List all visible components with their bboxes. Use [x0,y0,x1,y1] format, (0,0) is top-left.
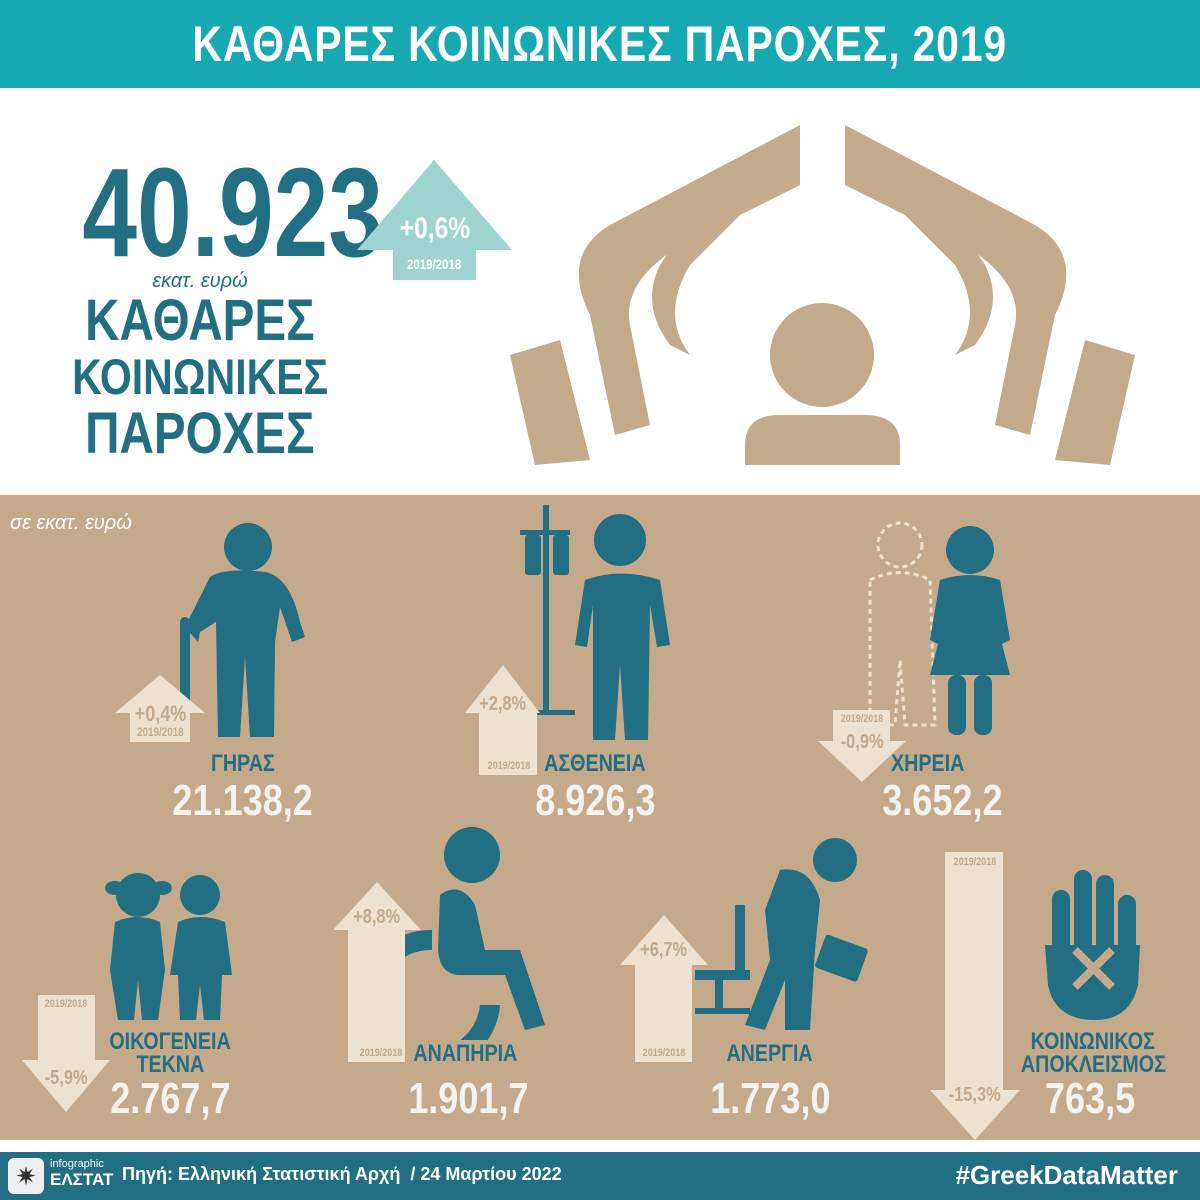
stop-hand-exclusion-icon [1045,870,1140,1020]
value-astheneia: 8.926,3 [534,776,656,825]
total-unit: εκατ. ευρώ [152,270,248,292]
value-gira: 21.138,2 [172,776,314,825]
label-astheneia: ΑΣΘΕΝΕΙΑ [544,750,646,777]
header-banner: ΚΑΘΑΡΕΣ ΚΟΙΝΩΝΙΚΕΣ ΠΑΡΟΧΕΣ, 2019 [0,0,1200,88]
unemployed-person-icon [695,838,868,1030]
value-anergia: 1.773,0 [709,1074,831,1123]
arrow-down-chireia: 2019/2018 -0,9% [818,710,906,782]
change-oikogeneia: -5,9% [44,1067,88,1089]
arrow-up-anapiria: +8,8% 2019/2018 [333,882,421,1062]
protective-hands-icon [510,125,1135,465]
arrow-up-astheneia: +2,8% 2019/2018 [465,665,540,775]
widow-icon [868,521,1010,735]
label-oikogeneia: ΟΙΚΟΓΕΝΕΙΑ [109,1028,231,1055]
label-anergia: ΑΝΕΡΓΙΑ [726,1040,814,1067]
hashtag: #GreekDataMatter [955,1160,1178,1190]
footer: ✷ infographic ΕΛΣΤΑΤ Πηγή: Ελληνική Στατ… [0,1152,1200,1200]
elstat-logo-icon: ✷ [8,1158,44,1194]
total-change: +0,6% [399,212,470,245]
arrow-up-anergia: +6,7% 2019/2018 [620,915,708,1062]
change-chireia: -0,9% [840,731,884,753]
summary-label-1: ΚΑΘΑΡΕΣ [85,288,315,353]
source-text: Πηγή: Ελληνική Στατιστική Αρχή / 24 Μαρτ… [122,1164,562,1184]
total-change-arrow: +0,6% 2019/2018 [357,160,512,280]
change-anergia: +6,7% [640,939,688,961]
label-koinonikos: ΚΟΙΝΩΝΙΚΟΣ [1030,1028,1156,1055]
change-apokleismos: -15,3% [949,1084,1001,1106]
label-chireia: ΧΗΡΕΙΑ [891,750,965,777]
period-astheneia: 2019/2018 [487,760,530,772]
value-chireia: 3.652,2 [881,776,1003,825]
period-apokleismos: 2019/2018 [953,856,997,868]
value-anapiria: 1.901,7 [407,1074,529,1123]
total-value: 40.923 [82,142,383,283]
summary-block: 40.923 εκατ. ευρώ ΚΑΘΑΡΕΣ ΚΟΙΝΩΝΙΚΕΣ ΠΑΡ… [40,150,383,466]
label-tekna: ΤΕΚΝΑ [136,1051,204,1078]
value-oikogeneia: 2.767,7 [109,1074,231,1123]
label-gira: ΓΗΡΑΣ [211,750,275,777]
family-children-icon [105,873,232,1020]
change-gira: +0,4% [134,701,186,726]
period-oikogeneia: 2019/2018 [44,998,88,1010]
arrow-down-oikogeneia: 2019/2018 -5,9% [22,995,110,1113]
period-anapiria: 2019/2018 [359,1047,403,1059]
wheelchair-icon [400,827,545,1040]
arrow-down-apokleismos: 2019/2018 -15,3% [930,852,1020,1140]
period-gira: 2019/2018 [136,725,184,739]
period-anergia: 2019/2018 [642,1047,686,1059]
summary-label-2: ΚΟΙΝΩΝΙΚΕΣ [71,349,329,405]
period-chireia: 2019/2018 [840,713,884,725]
value-apokleismos: 763,5 [1044,1074,1136,1123]
summary-label-3: ΠΑΡΟΧΕΣ [85,401,315,466]
change-astheneia: +2,8% [479,693,526,715]
page-title: ΚΑΘΑΡΕΣ ΚΟΙΝΩΝΙΚΕΣ ΠΑΡΟΧΕΣ, 2019 [192,16,1008,72]
label-apokleismos: ΑΠΟΚΛΕΙΣΜΟΣ [1020,1051,1166,1078]
unit-note: σε εκατ. ευρώ [10,512,132,534]
logo-top: infographic [50,1158,104,1170]
sick-person-iv-icon [520,505,670,740]
logo-bottom: ΕΛΣΤΑΤ [50,1170,114,1189]
total-period: 2019/2018 [407,256,462,272]
change-anapiria: +8,8% [353,906,401,928]
arrow-up-gira: +0,4% 2019/2018 [115,675,205,742]
label-anapiria: ΑΝΑΠΗΡΙΑ [413,1040,517,1067]
